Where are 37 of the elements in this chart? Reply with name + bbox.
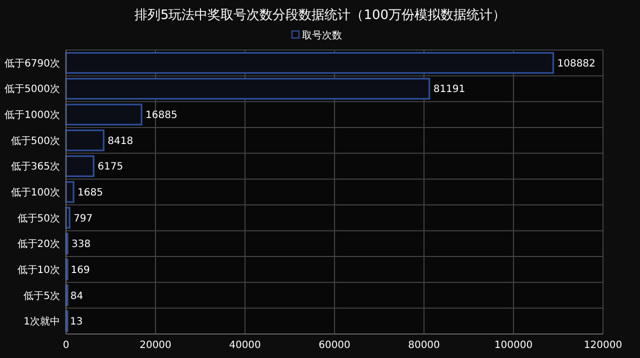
y-tick-label: 低于10次 bbox=[17, 264, 60, 276]
data-label: 13 bbox=[70, 316, 83, 328]
y-tick-label: 低于100次 bbox=[10, 188, 60, 198]
data-label: 16885 bbox=[146, 110, 178, 122]
data-label: 6175 bbox=[98, 162, 124, 173]
y-tick-label: 低于20次 bbox=[17, 239, 60, 250]
y-tick-label: 低于500次 bbox=[10, 136, 60, 147]
bar bbox=[65, 155, 94, 178]
x-tick-label: 80000 bbox=[408, 340, 440, 351]
legend-label: 取号次数 bbox=[302, 30, 342, 42]
chart-title: 排列5玩法中奖取号次数分段数据统计（100万份模拟数据统计） bbox=[134, 8, 506, 23]
x-tick-label: 40000 bbox=[229, 340, 261, 351]
y-tick-label: 低于6790次 bbox=[4, 58, 60, 70]
data-label: 108882 bbox=[557, 58, 596, 70]
y-tick-label: 1次就中 bbox=[24, 316, 60, 328]
data-label: 1685 bbox=[78, 188, 103, 198]
data-label: 8418 bbox=[108, 136, 134, 147]
y-tick-label: 低于1000次 bbox=[4, 110, 60, 122]
bar bbox=[65, 78, 430, 100]
bar bbox=[65, 129, 104, 152]
x-tick-label: 120000 bbox=[584, 340, 622, 351]
y-tick-label: 低于50次 bbox=[17, 213, 60, 224]
bar bbox=[65, 104, 142, 126]
data-label: 169 bbox=[70, 264, 90, 276]
x-tick-label: 60000 bbox=[318, 340, 350, 351]
y-tick-label: 低于5000次 bbox=[4, 84, 60, 96]
data-label: 797 bbox=[74, 213, 93, 224]
x-tick-label: 0 bbox=[62, 340, 70, 351]
y-tick-label: 低于365次 bbox=[10, 162, 60, 173]
bar bbox=[65, 181, 74, 203]
x-tick-label: 100000 bbox=[494, 340, 533, 351]
x-tick-label: 20000 bbox=[140, 340, 172, 351]
y-tick-label: 低于5次 bbox=[24, 290, 60, 302]
bar bbox=[65, 52, 554, 74]
data-label: 84 bbox=[70, 290, 84, 302]
data-label: 81191 bbox=[433, 84, 466, 96]
data-label: 338 bbox=[72, 239, 91, 250]
